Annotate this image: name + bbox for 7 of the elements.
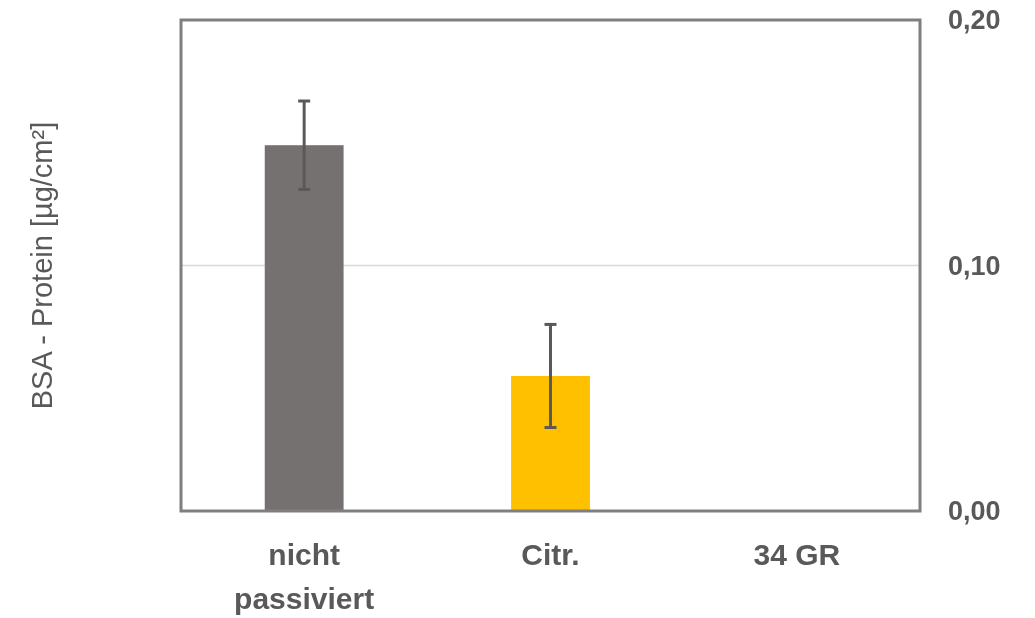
- y-axis-title: BSA - Protein [µg/cm²]: [26, 121, 58, 410]
- x-tick-label: nicht passiviert: [234, 538, 375, 615]
- y-tick-label: 0,20: [948, 5, 1001, 36]
- x-tick-label: Citr.: [521, 538, 580, 571]
- x-tick-label: 34 GR: [753, 538, 841, 571]
- y-tick-label: 0,10: [948, 250, 1001, 281]
- y-tick-label: 0,00: [948, 496, 1001, 527]
